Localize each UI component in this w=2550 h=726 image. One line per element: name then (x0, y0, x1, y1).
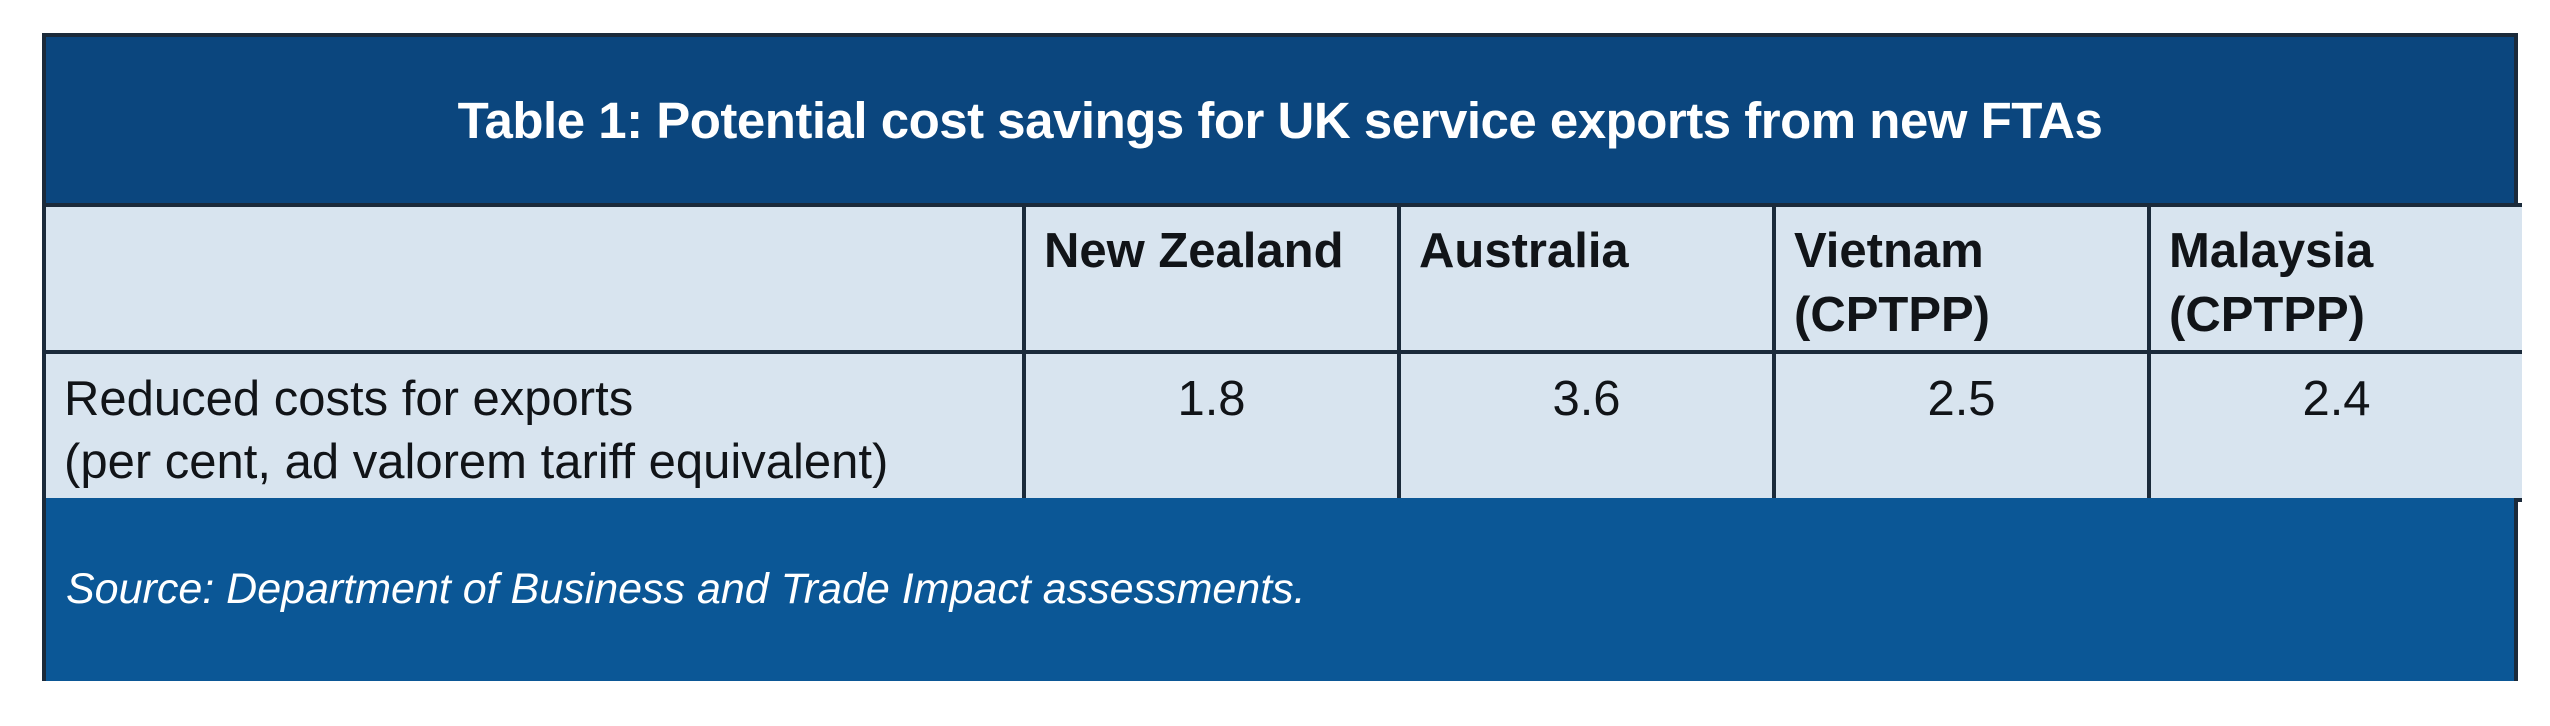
header-empty-cell (46, 203, 1026, 354)
row-label-cell: Reduced costs for exports (per cent, ad … (46, 350, 1026, 502)
table-row: Reduced costs for exports (per cent, ad … (46, 350, 2522, 502)
value-cell-malaysia: 2.4 (2147, 350, 2522, 502)
row-label-detail: (per cent, ad valorem tariff equivalent) (64, 435, 889, 489)
column-header-label: Malaysia (2169, 224, 2374, 278)
table-container: Table 1: Potential cost savings for UK s… (42, 33, 2522, 681)
table-title: Table 1: Potential cost savings for UK s… (46, 37, 2514, 203)
value-cell-new-zealand: 1.8 (1022, 350, 1401, 502)
value-cell-australia: 3.6 (1397, 350, 1776, 502)
column-header-malaysia: Malaysia (CPTPP) (2147, 203, 2522, 354)
row-label: Reduced costs for exports (64, 372, 634, 426)
column-header-new-zealand: New Zealand (1022, 203, 1401, 354)
column-header-australia: Australia (1397, 203, 1776, 354)
column-header-label: Australia (1419, 224, 1629, 278)
column-header-label: New Zealand (1044, 224, 1344, 278)
source-note: Source: Department of Business and Trade… (46, 498, 2514, 681)
column-header-vietnam: Vietnam (CPTPP) (1772, 203, 2151, 354)
column-header-label: Vietnam (1794, 224, 1984, 278)
data-table: New Zealand Australia Vietnam (CPTPP) Ma… (46, 203, 2522, 502)
header-row: New Zealand Australia Vietnam (CPTPP) Ma… (46, 203, 2522, 354)
column-header-sublabel: (CPTPP) (1794, 288, 1990, 342)
column-header-sublabel: (CPTPP) (2169, 288, 2365, 342)
value-cell-vietnam: 2.5 (1772, 350, 2151, 502)
